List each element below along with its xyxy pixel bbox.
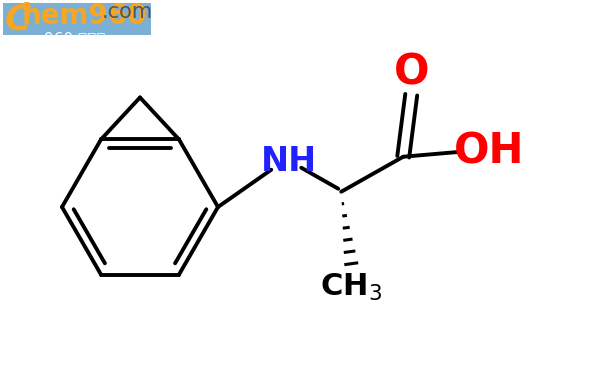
- Text: OH: OH: [454, 131, 525, 173]
- Text: .com: .com: [102, 2, 153, 22]
- Text: O: O: [393, 52, 429, 94]
- Bar: [3, 3, 151, 35]
- Text: CH$_3$: CH$_3$: [320, 272, 382, 303]
- Text: hem960: hem960: [22, 2, 148, 30]
- Text: C: C: [5, 2, 31, 36]
- Text: 960 化工网: 960 化工网: [44, 31, 106, 46]
- Text: NH: NH: [261, 145, 317, 178]
